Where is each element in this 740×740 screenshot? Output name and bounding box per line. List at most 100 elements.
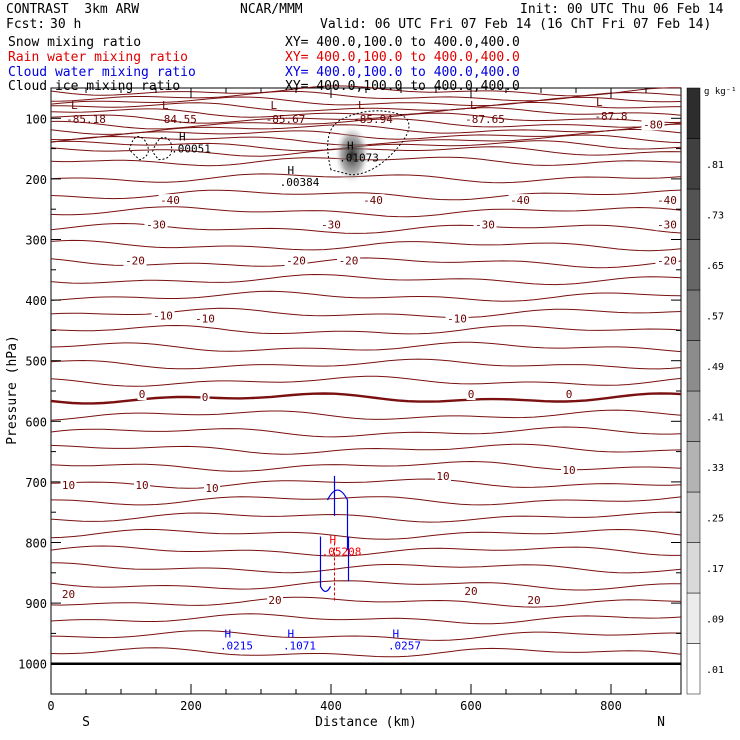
snow-contour	[327, 110, 410, 176]
temperature-contour-line	[50, 341, 682, 353]
colorbar-label: .17	[706, 564, 724, 575]
y-tick-label: 800	[25, 537, 47, 551]
contour-label-bg	[655, 254, 679, 267]
contour-label-bg	[655, 194, 679, 207]
temperature-contour-line	[50, 409, 682, 421]
low-marker: L	[71, 99, 78, 112]
x-end-label-north: N	[657, 715, 665, 730]
contour-label: -20	[657, 255, 677, 268]
contour-label: -10	[153, 309, 173, 322]
colorbar-label: .73	[706, 210, 724, 221]
low-marker: L	[470, 99, 477, 112]
contour-label: 20	[62, 588, 75, 601]
contour-label-bg	[508, 194, 532, 207]
contour-label-bg	[361, 194, 385, 207]
contour-label-bg	[144, 218, 168, 231]
colorbar-bin	[686, 138, 701, 190]
low-marker: L	[358, 99, 365, 112]
temperature-contour-line	[50, 528, 682, 540]
colorbar: .01 .09 .17 .25 .33 .41 .49 .57 .65 .73 .81 g kg⁻¹	[686, 87, 737, 695]
low-value: -87.8	[594, 110, 627, 123]
contour-label: 10	[562, 464, 575, 477]
contour-label: -30	[321, 218, 341, 231]
contour-label: 0	[202, 391, 209, 404]
colorbar-unit: g kg⁻¹	[704, 87, 737, 97]
contour-label-bg	[267, 594, 283, 607]
y-tick-label: 600	[25, 415, 47, 429]
colorbar-bin	[686, 87, 701, 139]
field-cloud-ice-label: Cloud ice mixing ratio	[8, 79, 181, 94]
colorbar-label: .65	[706, 261, 724, 272]
high-value: .0215	[220, 639, 253, 652]
low-value: -85.94	[353, 113, 393, 126]
contour-label: -80	[643, 118, 663, 131]
header-valid: Valid: 06 UTC Fri 07 Feb 14 (16 ChT Fri …	[320, 17, 712, 32]
x-tick-label: 0	[47, 699, 54, 713]
contour-label: 10	[62, 479, 75, 492]
temperature-contour-line	[50, 478, 682, 489]
colorbar-label: .49	[706, 362, 724, 373]
contour-label-bg	[655, 218, 679, 231]
field-cloud-water-label: Cloud water mixing ratio	[8, 65, 196, 80]
high-value: .0257	[388, 639, 421, 652]
contour-label: -20	[339, 255, 359, 268]
temperature-contour-line	[50, 96, 682, 107]
temperature-contour-line	[50, 123, 682, 135]
temperature-contours	[50, 85, 682, 665]
field-rain-xy: XY= 400.0,100.0 to 400.0,400.0	[285, 50, 520, 65]
contour-label: 0	[139, 388, 146, 401]
contour-label-bg	[137, 388, 147, 401]
contour-label-bg	[473, 218, 497, 231]
colorbar-bin	[686, 643, 701, 695]
high-value: .00384	[280, 176, 320, 189]
y-tick-label: 1000	[18, 658, 47, 672]
contour-label-bg	[193, 312, 217, 325]
contour-label: -10	[447, 312, 467, 325]
colorbar-bin	[686, 239, 701, 291]
contour-label-bg	[158, 194, 182, 207]
temperature-contour-line	[50, 324, 682, 335]
y-tick-label: 200	[25, 173, 47, 187]
plot-area	[50, 87, 682, 695]
colorbar-label: .33	[706, 463, 724, 474]
temperature-contour-line	[50, 496, 682, 506]
x-tick-label: 400	[320, 699, 342, 713]
y-tick-label: 400	[25, 294, 47, 308]
contour-label: -30	[657, 218, 677, 231]
contour-label: 20	[268, 594, 281, 607]
contour-label: -30	[475, 218, 495, 231]
y-tick-label: 700	[25, 476, 47, 490]
field-cloud-water-xy: XY= 400.0,100.0 to 400.0,400.0	[285, 65, 520, 80]
contour-label: -40	[363, 194, 383, 207]
high-marker: H	[179, 131, 186, 144]
field-snow-label: Snow mixing ratio	[8, 35, 142, 50]
contour-label-bg	[284, 254, 308, 267]
header-init: Init: 00 UTC Thu 06 Feb 14	[520, 2, 724, 17]
x-tick-label: 600	[460, 699, 482, 713]
colorbar-bin	[686, 592, 701, 644]
temperature-contour-line	[50, 358, 682, 370]
temperature-contour-line	[50, 392, 682, 405]
temperature-contour-line	[50, 375, 682, 387]
colorbar-bin	[686, 542, 701, 594]
high-marker: H	[288, 627, 295, 640]
x-axis-title: Distance (km)	[315, 715, 417, 730]
colorbar-bin	[686, 491, 701, 543]
contour-label: 10	[436, 470, 449, 483]
colorbar-bin	[686, 340, 701, 392]
temperature-contour-line	[50, 580, 681, 591]
chart-marks: -40 -40 -40 -40 -30 -30 -30 -30 -20 -20 -20 -20 -10 -…	[60, 96, 679, 652]
low-value: -85.18	[66, 113, 106, 126]
temperature-contour-line	[50, 189, 682, 201]
temperature-contour-line	[51, 118, 682, 130]
contour-label: 20	[527, 594, 540, 607]
temperature-contour-line	[50, 630, 681, 641]
temperature-contour-line	[50, 290, 682, 302]
contour-label-bg	[526, 594, 542, 607]
high-value: .05208	[322, 546, 362, 559]
contour-label: 0	[566, 388, 573, 401]
colorbar-bin	[686, 441, 701, 493]
colorbar-bin	[686, 390, 701, 442]
y-axis-title: Pressure (hPa)	[5, 335, 20, 445]
